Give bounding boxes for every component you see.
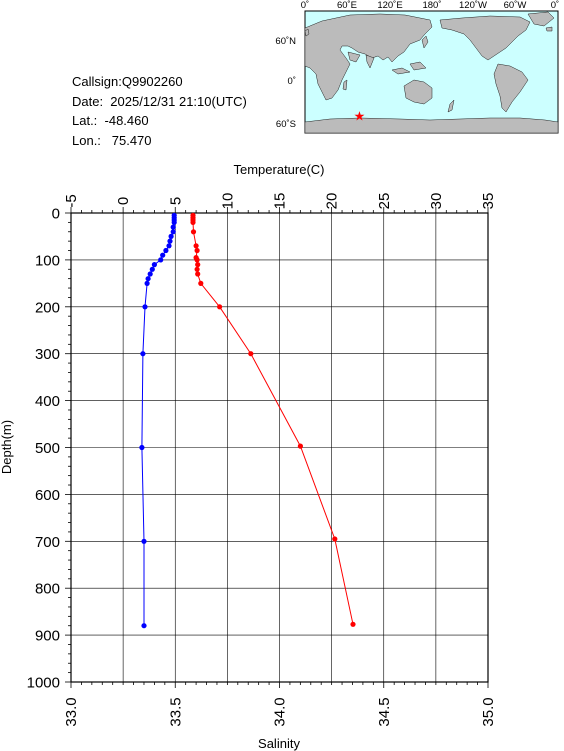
salinity-tick-label: 34.0 bbox=[272, 697, 289, 726]
temperature-tick-label: 5 bbox=[167, 197, 184, 205]
series-layer bbox=[139, 212, 356, 629]
temperature-data-point bbox=[198, 280, 204, 286]
plot-grid bbox=[71, 213, 488, 682]
salinity-data-point bbox=[167, 238, 173, 244]
callsign-text: Callsign:Q9902260 bbox=[72, 74, 183, 89]
map-lon-label: 60˚W bbox=[504, 0, 527, 11]
temperature-data-point bbox=[350, 621, 356, 627]
salinity-data-point bbox=[168, 233, 174, 239]
depth-tick-label: 0 bbox=[52, 206, 60, 223]
temperature-tick-label: 30 bbox=[428, 193, 445, 210]
depth-tick-label: 300 bbox=[35, 346, 60, 363]
salinity-data-point bbox=[163, 247, 169, 254]
station-info: Callsign:Q9902260 Date: 2025/12/31 21:10… bbox=[72, 72, 247, 150]
depth-tick-label: 200 bbox=[35, 299, 60, 316]
temperature-tick-label: 15 bbox=[272, 193, 289, 210]
temperature-data-point bbox=[332, 536, 338, 542]
map-lon-label: 0˚ bbox=[551, 0, 559, 11]
salinity-tick-label: 34.5 bbox=[376, 697, 393, 726]
temperature-data-point bbox=[194, 266, 200, 272]
depth-tick-label: 400 bbox=[35, 393, 60, 410]
salinity-axis-label: Salinity bbox=[258, 736, 300, 751]
temperature-tick-label: 25 bbox=[376, 193, 393, 210]
lon-text: Lon.: 75.470 bbox=[72, 132, 152, 148]
salinity-data-point bbox=[160, 252, 166, 258]
temperature-data-point bbox=[195, 262, 201, 268]
salinity-data-point bbox=[141, 538, 147, 544]
temperature-profile-line bbox=[192, 215, 354, 625]
map-lat-label: 60˚N bbox=[275, 36, 296, 47]
salinity-data-point bbox=[149, 266, 155, 272]
lat-text: Lat.: -48.460 bbox=[72, 113, 149, 128]
map-lon-label: 180˚ bbox=[422, 0, 441, 11]
salinity-data-point bbox=[151, 262, 157, 268]
temperature-tick-label: 35 bbox=[480, 193, 497, 210]
temperature-data-point bbox=[297, 443, 303, 449]
temperature-tick-label: 20 bbox=[324, 193, 341, 210]
salinity-data-point bbox=[141, 623, 147, 629]
temperature-data-point bbox=[217, 304, 223, 310]
salinity-data-point bbox=[140, 351, 146, 357]
temperature-data-point bbox=[190, 229, 197, 235]
depth-tick-label: 700 bbox=[35, 534, 60, 551]
salinity-data-point bbox=[166, 243, 172, 249]
temperature-tick-label: 10 bbox=[219, 193, 236, 210]
station-marker: ★ bbox=[354, 109, 366, 124]
map-lon-label: 0˚ bbox=[301, 0, 309, 11]
depth-tick-label: 100 bbox=[35, 252, 60, 269]
depth-axis-label: Depth(m) bbox=[0, 420, 14, 474]
map-lon-label: 60˚E bbox=[337, 0, 357, 11]
temperature-tick-label: 0 bbox=[115, 197, 132, 205]
salinity-data-point bbox=[171, 219, 177, 225]
salinity-data-point bbox=[147, 271, 153, 277]
temperature-data-point bbox=[248, 351, 254, 357]
salinity-tick-label: 33.5 bbox=[167, 697, 184, 726]
map-lat-label: 60˚S bbox=[276, 119, 296, 130]
depth-tick-label: 600 bbox=[35, 487, 60, 504]
salinity-data-point bbox=[144, 280, 150, 286]
salinity-data-point bbox=[139, 444, 145, 451]
temperature-axis-label: Temperature(C) bbox=[233, 162, 324, 177]
depth-tick-label: 1000 bbox=[27, 675, 60, 692]
location-map: ★ 0˚ 60˚E 120˚E 180˚ 120˚W 60˚W 0˚ 60˚N … bbox=[275, 0, 559, 134]
depth-tick-label: 900 bbox=[35, 628, 60, 645]
map-lat-label: 0˚ bbox=[288, 76, 296, 87]
salinity-data-point bbox=[170, 224, 176, 230]
salinity-data-point bbox=[170, 229, 176, 235]
salinity-data-point bbox=[145, 276, 151, 282]
temperature-data-point bbox=[195, 271, 201, 277]
temperature-data-point bbox=[190, 219, 196, 225]
salinity-tick-label: 35.0 bbox=[480, 697, 497, 726]
salinity-data-point bbox=[142, 304, 148, 310]
temperature-tick-label: -5 bbox=[63, 194, 80, 207]
temperature-data-point bbox=[194, 257, 200, 263]
temperature-data-point bbox=[194, 247, 200, 254]
date-text: Date: 2025/12/31 21:10(UTC) bbox=[72, 93, 247, 109]
map-land bbox=[304, 11, 559, 134]
temperature-data-point bbox=[193, 243, 199, 249]
map-lon-label: 120˚E bbox=[377, 0, 402, 11]
depth-tick-label: 500 bbox=[35, 440, 60, 457]
salinity-tick-label: 33.0 bbox=[63, 697, 80, 726]
depth-tick-label: 800 bbox=[35, 581, 60, 598]
salinity-data-point bbox=[158, 257, 164, 263]
map-lon-label: 120˚W bbox=[459, 0, 487, 11]
